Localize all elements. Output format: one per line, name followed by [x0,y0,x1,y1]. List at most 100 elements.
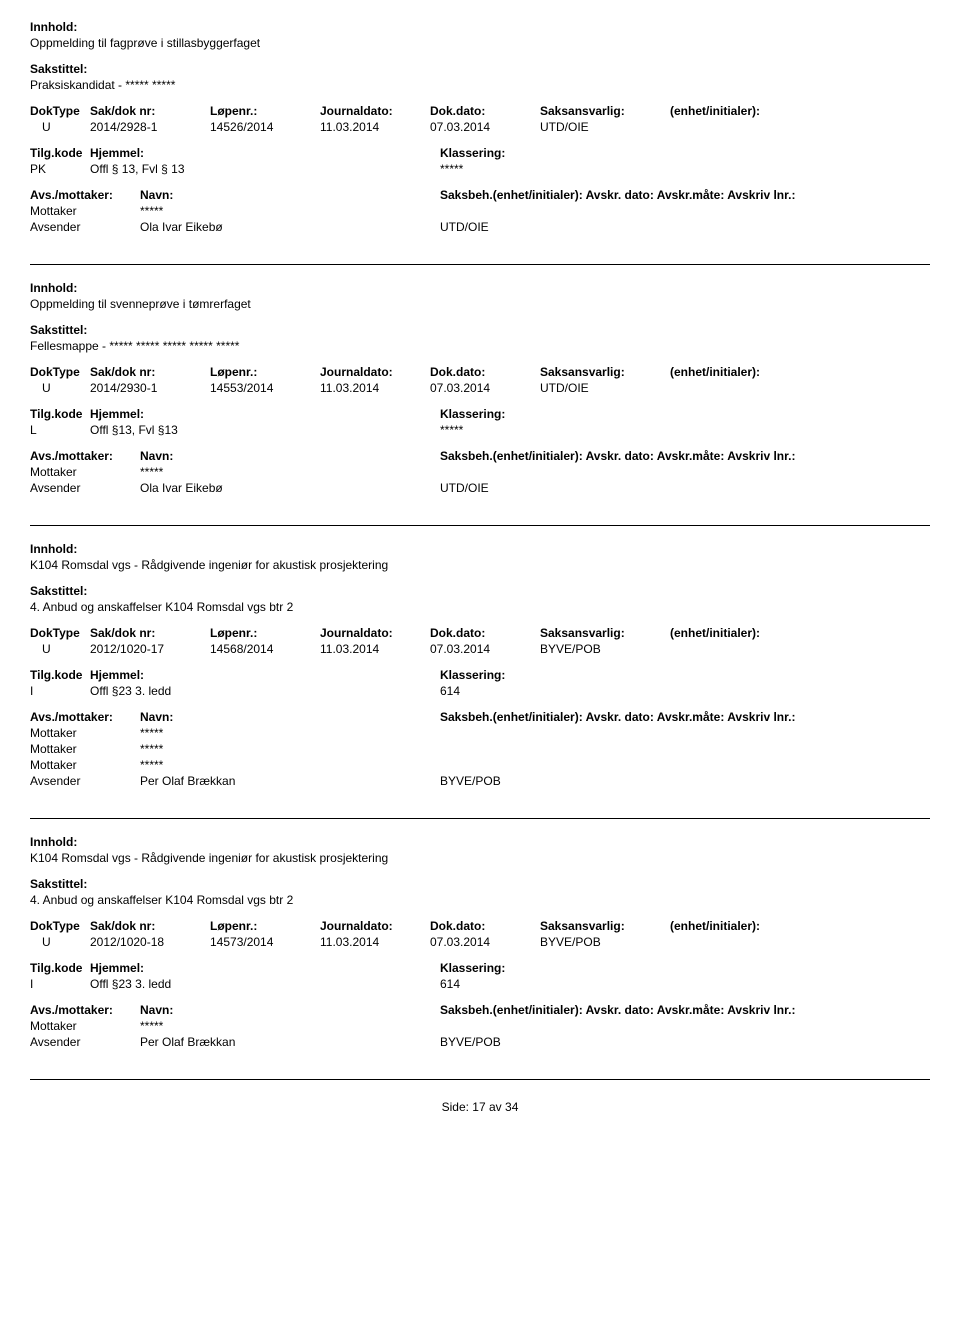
avsmottaker-header: Avs./mottaker: [30,188,140,202]
sakstittel-value: 4. Anbud og anskaffelser K104 Romsdal vg… [30,600,930,614]
sakstittel-label: Sakstittel: [30,62,930,76]
saksansvarlig-value: BYVE/POB [540,935,670,949]
doktype-value: U [30,642,90,656]
tilg-value-row: PK Offl § 13, Fvl § 13 ***** [30,162,930,176]
sakdok-header: Sak/dok nr: [90,919,210,933]
party-name: ***** [140,726,440,740]
enhet-header: (enhet/initialer): [670,919,820,933]
party-unit [440,726,640,740]
side-label: Side: [442,1100,469,1114]
klassering-value: 614 [440,684,590,698]
enhet-header: (enhet/initialer): [670,104,820,118]
av-label: av [489,1100,502,1114]
journal-record: Innhold: Oppmelding til fagprøve i still… [30,20,930,234]
doktype-value: U [30,120,90,134]
party-row: Mottaker ***** [30,465,930,479]
party-row: Avsender Ola Ivar Eikebø UTD/OIE [30,220,930,234]
innhold-value: Oppmelding til fagprøve i stillasbyggerf… [30,36,930,50]
saksansvarlig-header: Saksansvarlig: [540,626,670,640]
party-row: Mottaker ***** [30,742,930,756]
navn-header: Navn: [140,710,440,724]
tilg-value-row: I Offl §23 3. ledd 614 [30,684,930,698]
lopenr-value: 14568/2014 [210,642,320,656]
party-role: Mottaker [30,742,140,756]
saksansvarlig-value: BYVE/POB [540,642,670,656]
sakdok-header: Sak/dok nr: [90,626,210,640]
lopenr-header: Løpenr.: [210,104,320,118]
party-role: Avsender [30,220,140,234]
party-unit [440,758,640,772]
navn-header: Navn: [140,188,440,202]
record-separator [30,264,930,265]
dokdato-header: Dok.dato: [430,365,540,379]
party-role: Mottaker [30,758,140,772]
journaldato-header: Journaldato: [320,919,430,933]
klassering-header: Klassering: [440,407,590,421]
hjemmel-value: Offl §23 3. ledd [90,684,440,698]
lopenr-header: Løpenr.: [210,626,320,640]
party-unit: UTD/OIE [440,481,640,495]
doktype-value: U [30,381,90,395]
tilgkode-header: Tilg.kode [30,407,90,421]
party-row: Mottaker ***** [30,204,930,218]
klassering-value: ***** [440,162,590,176]
journal-record: Innhold: Oppmelding til svenneprøve i tø… [30,281,930,495]
journaldato-header: Journaldato: [320,104,430,118]
tilgkode-value: I [30,977,90,991]
hjemmel-value: Offl §13, Fvl §13 [90,423,440,437]
innhold-value: K104 Romsdal vgs - Rådgivende ingeniør f… [30,851,930,865]
hjemmel-header: Hjemmel: [90,961,440,975]
journaldato-value: 11.03.2014 [320,935,430,949]
sakstittel-label: Sakstittel: [30,584,930,598]
lopenr-header: Løpenr.: [210,365,320,379]
innhold-label: Innhold: [30,20,930,34]
navn-header: Navn: [140,1003,440,1017]
record-separator [30,1079,930,1080]
navn-header: Navn: [140,449,440,463]
dok-value-row: U 2014/2930-1 14553/2014 11.03.2014 07.0… [30,381,930,395]
klassering-value: ***** [440,423,590,437]
saksansvarlig-header: Saksansvarlig: [540,104,670,118]
party-unit: BYVE/POB [440,774,640,788]
dokdato-value: 07.03.2014 [430,642,540,656]
dokdato-value: 07.03.2014 [430,381,540,395]
dok-value-row: U 2014/2928-1 14526/2014 11.03.2014 07.0… [30,120,930,134]
saksansvarlig-header: Saksansvarlig: [540,365,670,379]
avs-header-row: Avs./mottaker: Navn: Saksbeh.(enhet/init… [30,710,930,724]
sakdok-value: 2012/1020-18 [90,935,210,949]
page-total: 34 [505,1100,518,1114]
tilg-header-row: Tilg.kode Hjemmel: Klassering: [30,146,930,160]
party-role: Avsender [30,481,140,495]
party-name: ***** [140,465,440,479]
sakstittel-value: Praksiskandidat - ***** ***** [30,78,930,92]
dok-header-row: DokType Sak/dok nr: Løpenr.: Journaldato… [30,626,930,640]
record-separator [30,818,930,819]
avsmottaker-header: Avs./mottaker: [30,1003,140,1017]
party-role: Mottaker [30,1019,140,1033]
doktype-header: DokType [30,626,90,640]
sakstittel-label: Sakstittel: [30,877,930,891]
lopenr-value: 14553/2014 [210,381,320,395]
innhold-label: Innhold: [30,835,930,849]
journaldato-header: Journaldato: [320,626,430,640]
party-role: Mottaker [30,726,140,740]
party-row: Mottaker ***** [30,726,930,740]
enhet-header: (enhet/initialer): [670,365,820,379]
doktype-header: DokType [30,104,90,118]
party-name: Ola Ivar Eikebø [140,481,440,495]
party-unit: UTD/OIE [440,220,640,234]
hjemmel-value: Offl §23 3. ledd [90,977,440,991]
dokdato-value: 07.03.2014 [430,935,540,949]
tilgkode-value: L [30,423,90,437]
innhold-label: Innhold: [30,542,930,556]
klassering-header: Klassering: [440,668,590,682]
hjemmel-header: Hjemmel: [90,668,440,682]
hjemmel-value: Offl § 13, Fvl § 13 [90,162,440,176]
sakdok-header: Sak/dok nr: [90,365,210,379]
doktype-header: DokType [30,365,90,379]
hjemmel-header: Hjemmel: [90,146,440,160]
party-role: Mottaker [30,204,140,218]
dok-value-row: U 2012/1020-18 14573/2014 11.03.2014 07.… [30,935,930,949]
hjemmel-header: Hjemmel: [90,407,440,421]
party-row: Avsender Ola Ivar Eikebø UTD/OIE [30,481,930,495]
